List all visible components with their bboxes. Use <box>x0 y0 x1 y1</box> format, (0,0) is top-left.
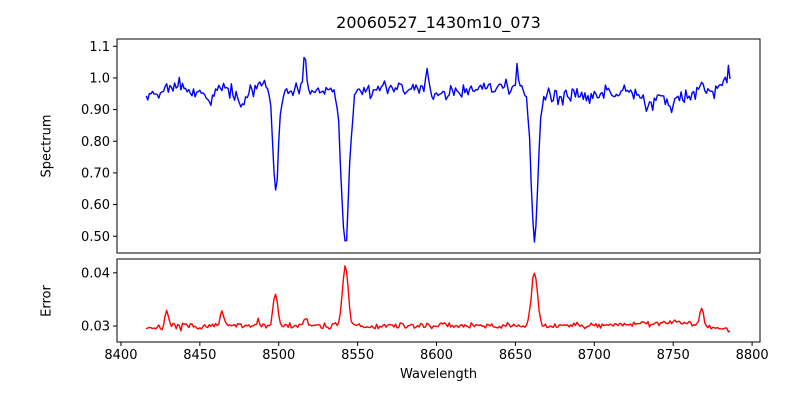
y-tick-label: 0.90 <box>81 103 110 118</box>
subplot-error-frame <box>116 258 761 343</box>
spectrum-line <box>145 56 731 243</box>
y-tick-label: 0.70 <box>81 166 110 181</box>
error-line <box>145 265 731 333</box>
y-tick-label: 0.60 <box>81 198 110 213</box>
x-tick-label: 8700 <box>578 348 611 363</box>
x-tick-label: 8500 <box>262 348 295 363</box>
x-tick-label: 8600 <box>420 348 453 363</box>
x-tick-label: 8800 <box>736 348 769 363</box>
subplot-spectrum-frame <box>116 38 761 254</box>
y-tick-label: 0.50 <box>81 230 110 245</box>
chart-title: 20060527_1430m10_073 <box>336 13 541 32</box>
x-tick-label: 8750 <box>657 348 690 363</box>
y-tick-label: 1.1 <box>89 40 110 55</box>
x-tick-label: 8450 <box>183 348 216 363</box>
x-axis-label: Wavelength <box>399 367 478 382</box>
x-tick-label: 8650 <box>499 348 532 363</box>
y-tick-label: 1.0 <box>89 71 110 86</box>
x-tick-label: 8400 <box>104 348 137 363</box>
y-tick-label: 0.03 <box>81 320 110 335</box>
y-tick-label: 0.80 <box>81 135 110 150</box>
x-tick-label: 8550 <box>341 348 374 363</box>
y-tick-label: 0.04 <box>81 266 110 281</box>
